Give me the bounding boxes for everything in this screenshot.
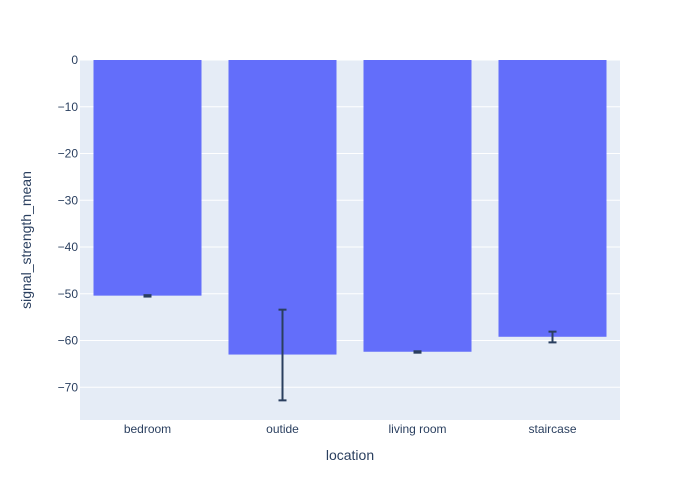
y-tick-label: −10: [58, 100, 79, 114]
x-axis-title: location: [326, 447, 374, 463]
error-bar: [413, 350, 422, 354]
y-tick-labels: 0 −10 −20 −30 −40 −50 −60 −70: [58, 53, 79, 394]
y-tick-label: −60: [58, 334, 79, 348]
bars: [93, 60, 607, 355]
y-tick-label: −20: [58, 147, 79, 161]
x-tick-label: outide: [266, 422, 299, 436]
y-tick-label: −50: [58, 287, 79, 301]
error-bar: [143, 294, 152, 298]
bar-staircase: [498, 60, 607, 337]
x-tick-label: bedroom: [124, 422, 171, 436]
x-tick-label: living room: [388, 422, 446, 436]
error-bar: [548, 330, 557, 344]
bar-outide: [228, 60, 337, 355]
y-tick-label: −70: [58, 380, 79, 394]
error-bar: [278, 308, 287, 402]
error-bars: [143, 294, 557, 402]
bar-bedroom: [93, 60, 202, 296]
bar-living-room: [363, 60, 472, 352]
y-tick-label: 0: [71, 53, 78, 67]
y-tick-label: −30: [58, 193, 79, 207]
x-tick-labels: bedroom outide living room staircase: [124, 422, 577, 436]
y-tick-label: −40: [58, 240, 79, 254]
x-tick-label: staircase: [528, 422, 576, 436]
y-axis-title: signal_strength_mean: [18, 171, 34, 309]
